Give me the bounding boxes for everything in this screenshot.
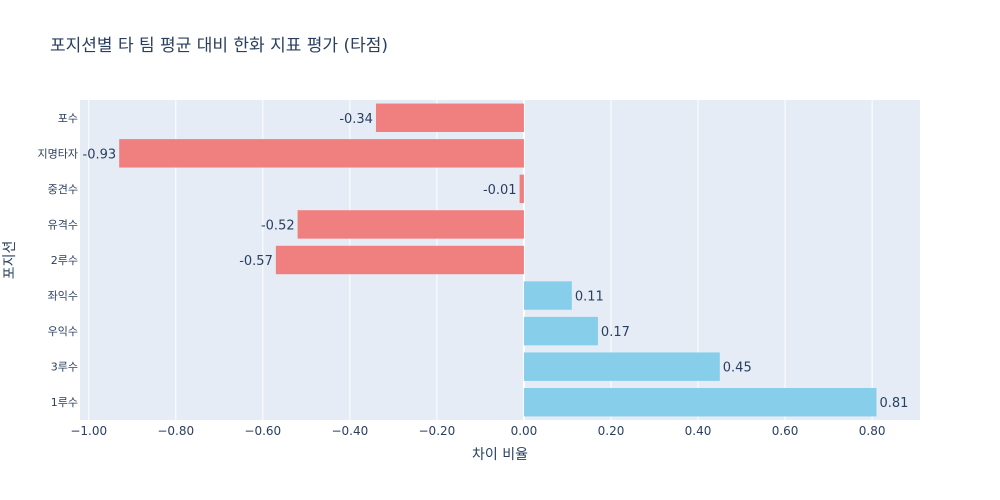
data-label: -0.57 — [239, 254, 273, 269]
data-labels: -0.34 -0.93 -0.01 -0.52 -0.57 0.11 0.17 0.45 0.8… — [83, 112, 909, 411]
bar — [523, 388, 877, 417]
data-label: -0.52 — [261, 218, 295, 233]
x-tick-label: 0.00 — [511, 424, 538, 438]
y-tick-label: 지명타자 — [38, 147, 78, 160]
bar — [523, 316, 598, 346]
x-tick-label: −1.00 — [70, 424, 107, 438]
data-label: 0.11 — [575, 290, 604, 305]
bar — [519, 174, 524, 204]
x-tick-label: 0.80 — [859, 424, 886, 438]
y-tick-label: 2루수 — [51, 254, 78, 267]
y-axis-title: 포지션 — [2, 241, 18, 280]
x-tick-label: 0.60 — [772, 424, 799, 438]
data-label: 0.45 — [723, 361, 752, 376]
x-tick-label: −0.20 — [419, 424, 456, 438]
x-axis-title: 차이 비율 — [472, 447, 528, 463]
x-axis-ticks: −1.00 −0.80 −0.60 −0.40 −0.20 0.00 0.20 0.40 0.6… — [70, 424, 885, 438]
bar — [523, 352, 720, 381]
y-tick-label: 3루수 — [51, 361, 78, 374]
bar — [375, 103, 524, 132]
data-label: 0.81 — [879, 396, 908, 411]
chart-title: 포지션별 타 팀 평균 대비 한화 지표 평가 (타점) — [50, 36, 389, 56]
x-tick-label: −0.40 — [331, 424, 368, 438]
bars — [119, 103, 877, 417]
x-tick-label: 0.40 — [685, 424, 712, 438]
y-tick-label: 좌익수 — [48, 290, 78, 303]
data-label: -0.01 — [483, 183, 517, 198]
bar — [523, 281, 572, 310]
data-label: -0.34 — [339, 112, 373, 127]
bar — [275, 245, 524, 275]
y-tick-label: 우익수 — [48, 325, 78, 338]
x-tick-label: −0.80 — [157, 424, 194, 438]
y-tick-label: 유격수 — [48, 218, 78, 231]
y-tick-label: 1루수 — [51, 396, 78, 409]
x-tick-label: 0.20 — [598, 424, 625, 438]
y-tick-label: 중견수 — [48, 183, 78, 196]
x-tick-label: −0.60 — [244, 424, 281, 438]
data-label: 0.17 — [601, 325, 630, 340]
y-tick-label: 포수 — [58, 112, 78, 125]
bar — [297, 210, 524, 239]
bar — [119, 139, 524, 168]
data-label: -0.93 — [83, 147, 117, 162]
